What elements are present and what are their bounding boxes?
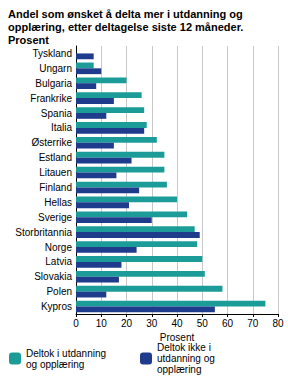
svg-text:Estland: Estland <box>39 152 72 163</box>
svg-text:Norge: Norge <box>45 242 73 253</box>
svg-text:Slovakia: Slovakia <box>34 271 72 282</box>
svg-text:0: 0 <box>73 318 79 329</box>
svg-text:30: 30 <box>146 318 158 329</box>
svg-text:Finland: Finland <box>39 182 72 193</box>
svg-text:20: 20 <box>121 318 133 329</box>
svg-text:og opplæring: og opplæring <box>26 359 84 370</box>
svg-text:Prosent: Prosent <box>159 332 195 344</box>
svg-text:Deltok ikke i: Deltok ikke i <box>157 342 214 353</box>
svg-text:Frankrike: Frankrike <box>30 93 72 104</box>
svg-text:opplæring: opplæring <box>157 364 201 375</box>
svg-text:Prosent: Prosent <box>8 34 49 46</box>
svg-text:10: 10 <box>96 318 108 329</box>
svg-text:80: 80 <box>272 318 284 329</box>
svg-text:Latvia: Latvia <box>45 256 72 267</box>
svg-text:Polen: Polen <box>46 286 72 297</box>
svg-text:Bulgaria: Bulgaria <box>35 78 72 89</box>
svg-text:Storbritannia: Storbritannia <box>15 227 72 238</box>
svg-text:Deltok i utdanning: Deltok i utdanning <box>26 348 109 359</box>
svg-text:Italia: Italia <box>51 122 73 133</box>
svg-text:70: 70 <box>247 318 259 329</box>
svg-text:Østerrike: Østerrike <box>31 137 72 148</box>
svg-text:opplæring, etter deltagelse si: opplæring, etter deltagelse siste 12 mån… <box>8 21 246 33</box>
svg-text:Tyskland: Tyskland <box>33 48 72 59</box>
svg-text:Kypros: Kypros <box>41 301 72 312</box>
svg-text:Spania: Spania <box>41 108 73 119</box>
svg-text:Andel som ønsket å delta mer i: Andel som ønsket å delta mer i utdanning… <box>8 8 246 20</box>
svg-text:utdanning og: utdanning og <box>157 353 218 364</box>
svg-text:Litauen: Litauen <box>39 167 72 178</box>
svg-text:Sverige: Sverige <box>38 212 72 223</box>
svg-text:40: 40 <box>171 318 183 329</box>
svg-text:60: 60 <box>222 318 234 329</box>
svg-text:Hellas: Hellas <box>44 197 72 208</box>
svg-text:50: 50 <box>197 318 209 329</box>
svg-text:Ungarn: Ungarn <box>39 63 72 74</box>
